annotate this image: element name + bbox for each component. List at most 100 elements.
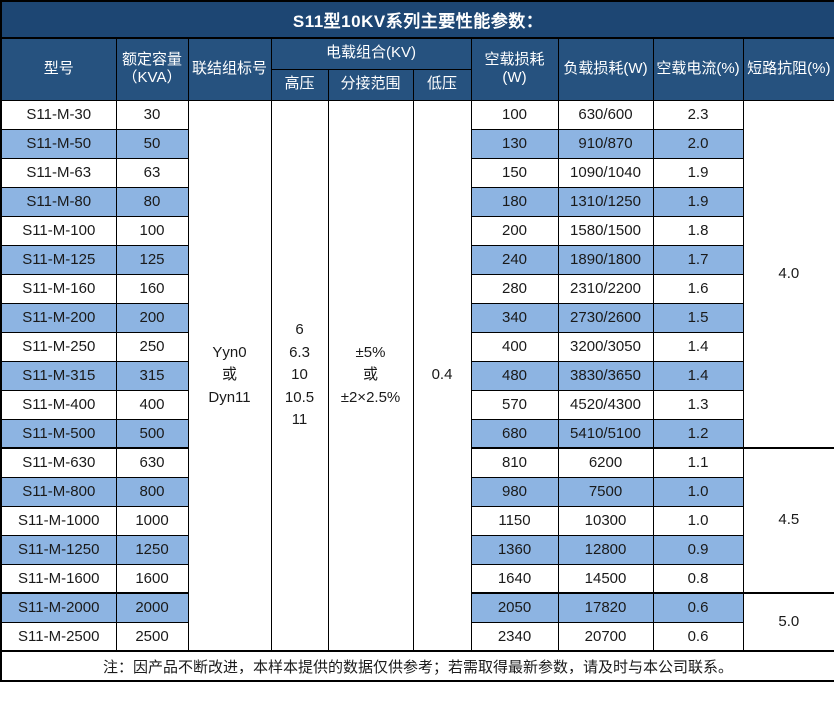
impedance-cell: 5.0 — [742, 592, 834, 652]
no-load-current-cell: 1.0 — [652, 505, 744, 536]
capacity-cell: 1000 — [115, 505, 189, 536]
table-row: S11-M-800 800 980 7500 1.0 — [0, 476, 834, 507]
load-loss-cell: 10300 — [557, 505, 654, 536]
load-loss-cell: 14500 — [557, 563, 654, 594]
load-loss-cell: 3200/3050 — [557, 331, 654, 362]
model-cell: S11-M-160 — [0, 273, 117, 304]
load-loss-cell: 630/600 — [557, 99, 654, 130]
no-load-loss-cell: 200 — [470, 215, 559, 246]
no-load-loss-cell: 1640 — [470, 563, 559, 594]
capacity-cell: 200 — [115, 302, 189, 333]
hv-values-cell: 6 6.3 10 10.5 11 — [270, 99, 329, 652]
model-cell: S11-M-500 — [0, 418, 117, 449]
col-header-voltage-group: 电载组合(KV) — [270, 37, 472, 70]
connection-group-cell: Yyn0 或 Dyn11 — [187, 99, 272, 652]
model-cell: S11-M-50 — [0, 128, 117, 159]
load-loss-cell: 2730/2600 — [557, 302, 654, 333]
capacity-cell: 630 — [115, 447, 189, 478]
no-load-current-cell: 1.7 — [652, 244, 744, 275]
table-row: S11-M-100 100 200 1580/1500 1.8 — [0, 215, 834, 246]
model-cell: S11-M-1250 — [0, 534, 117, 565]
footer-row: 注：因产品不断改进，本样本提供的数据仅供参考；若需取得最新参数，请及时与本公司联… — [0, 650, 834, 682]
col-header-model: 型号 — [0, 37, 117, 101]
no-load-current-cell: 2.0 — [652, 128, 744, 159]
no-load-loss-cell: 340 — [470, 302, 559, 333]
table-row: S11-M-630 630 810 6200 1.1 4.5 — [0, 447, 834, 594]
load-loss-cell: 910/870 — [557, 128, 654, 159]
col-header-capacity: 额定容量 （KVA） — [115, 37, 189, 101]
no-load-current-cell: 1.4 — [652, 331, 744, 362]
col-header-hv: 高压 — [270, 68, 329, 101]
spec-table: S11型10KV系列主要性能参数： 型号 额定容量 （KVA） 联结组标号 电载组… — [0, 0, 834, 682]
model-cell: S11-M-100 — [0, 215, 117, 246]
capacity-label-line2: （KVA） — [122, 69, 182, 87]
load-loss-cell: 5410/5100 — [557, 418, 654, 449]
table-row: S11-M-315 315 480 3830/3650 1.4 — [0, 360, 834, 391]
no-load-current-cell: 1.2 — [652, 418, 744, 449]
table-row: S11-M-2500 2500 2340 20700 0.6 — [0, 621, 834, 652]
no-load-loss-cell: 570 — [470, 389, 559, 420]
col-header-no-load-current: 空载电流(%) — [652, 37, 744, 101]
col-header-tap-range: 分接范围 — [327, 68, 414, 101]
no-load-current-cell: 0.6 — [652, 592, 744, 623]
table-row: S11-M-1250 1250 1360 12800 0.9 — [0, 534, 834, 565]
capacity-cell: 1600 — [115, 563, 189, 594]
no-load-current-cell: 1.1 — [652, 447, 744, 478]
no-load-current-cell: 1.3 — [652, 389, 744, 420]
header-row-2: 高压 分接范围 低压 — [1, 68, 834, 101]
load-loss-cell: 20700 — [557, 621, 654, 652]
capacity-cell: 30 — [115, 99, 189, 130]
no-load-loss-cell: 100 — [470, 99, 559, 130]
capacity-cell: 125 — [115, 244, 189, 275]
table-row: S11-M-1600 1600 1640 14500 0.8 — [0, 563, 834, 594]
load-loss-cell: 17820 — [557, 592, 654, 623]
load-loss-cell: 4520/4300 — [557, 389, 654, 420]
model-cell: S11-M-2000 — [0, 592, 117, 623]
table-row: S11-M-500 500 680 5410/5100 1.2 — [0, 418, 834, 449]
no-load-current-cell: 1.9 — [652, 186, 744, 217]
no-load-current-cell: 0.8 — [652, 563, 744, 594]
model-cell: S11-M-1000 — [0, 505, 117, 536]
capacity-cell: 1250 — [115, 534, 189, 565]
load-loss-cell: 1890/1800 — [557, 244, 654, 275]
load-loss-cell: 1580/1500 — [557, 215, 654, 246]
load-loss-cell: 2310/2200 — [557, 273, 654, 304]
capacity-cell: 250 — [115, 331, 189, 362]
table-row: S11-M-200 200 340 2730/2600 1.5 — [0, 302, 834, 333]
no-load-current-cell: 1.5 — [652, 302, 744, 333]
footer-note: 注：因产品不断改进，本样本提供的数据仅供参考；若需取得最新参数，请及时与本公司联… — [0, 650, 834, 682]
model-cell: S11-M-1600 — [0, 563, 117, 594]
no-load-loss-cell: 680 — [470, 418, 559, 449]
table-row: S11-M-160 160 280 2310/2200 1.6 — [0, 273, 834, 304]
capacity-cell: 400 — [115, 389, 189, 420]
header-row-1: 型号 额定容量 （KVA） 联结组标号 电载组合(KV) 空载损耗(W) 负载损耗… — [0, 37, 834, 101]
impedance-cell: 4.0 — [742, 99, 834, 449]
model-cell: S11-M-125 — [0, 244, 117, 275]
model-cell: S11-M-80 — [0, 186, 117, 217]
table-row: S11-M-30 30 Yyn0 或 Dyn11 6 6.3 10 10.5 11 ±5% 或 ±2×2… — [0, 99, 834, 652]
no-load-current-cell: 1.8 — [652, 215, 744, 246]
no-load-loss-cell: 2340 — [470, 621, 559, 652]
no-load-loss-cell: 980 — [470, 476, 559, 507]
no-load-loss-cell: 1150 — [470, 505, 559, 536]
model-cell: S11-M-315 — [0, 360, 117, 391]
model-cell: S11-M-2500 — [0, 621, 117, 652]
capacity-cell: 2500 — [115, 621, 189, 652]
table-row: S11-M-2000 2000 2050 17820 0.6 5.0 — [0, 592, 834, 652]
no-load-current-cell: 1.6 — [652, 273, 744, 304]
no-load-loss-cell: 480 — [470, 360, 559, 391]
no-load-current-cell: 0.9 — [652, 534, 744, 565]
load-loss-cell: 3830/3650 — [557, 360, 654, 391]
capacity-label-line1: 额定容量 — [121, 50, 182, 68]
no-load-loss-cell: 150 — [470, 157, 559, 188]
load-loss-cell: 7500 — [557, 476, 654, 507]
table-row: S11-M-80 80 180 1310/1250 1.9 — [0, 186, 834, 217]
table-row: S11-M-400 400 570 4520/4300 1.3 — [0, 389, 834, 420]
model-cell: S11-M-63 — [0, 157, 117, 188]
no-load-loss-cell: 1360 — [470, 534, 559, 565]
no-load-loss-cell: 2050 — [470, 592, 559, 623]
model-cell: S11-M-250 — [0, 331, 117, 362]
impedance-cell: 4.5 — [742, 447, 834, 594]
lv-value-cell: 0.4 — [412, 99, 472, 652]
